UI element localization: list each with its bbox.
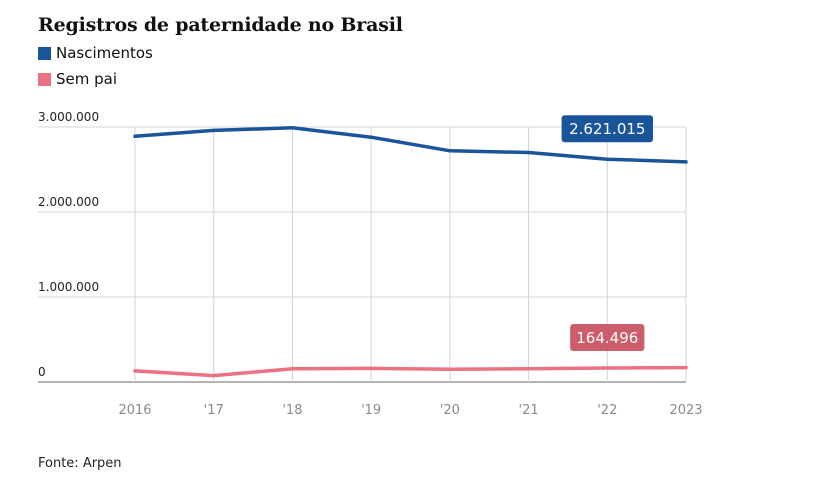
data-point-nascimentos [684, 160, 688, 164]
x-tick-label: '22 [597, 403, 617, 418]
data-point-nascimentos [212, 128, 216, 132]
data-point-sem-pai [526, 367, 531, 371]
callout-box-sem-pai [570, 324, 645, 352]
y-tick-label: 2.000.000 [38, 195, 99, 209]
x-tick-label: '19 [361, 403, 381, 418]
legend-item-sem-pai: Sem pai [38, 66, 153, 92]
legend-label-sem-pai: Sem pai [56, 70, 118, 88]
data-point-sem-pai [133, 369, 137, 373]
x-tick-label: '18 [282, 403, 302, 418]
y-tick-label: 0 [38, 365, 46, 379]
callout-box-nascimentos [561, 115, 653, 143]
series-line-nascimentos [133, 126, 688, 164]
data-point-nascimentos [369, 135, 373, 139]
data-point-sem-pai [290, 367, 295, 371]
legend-swatch-sem-pai [38, 72, 51, 86]
x-tick-label: 2023 [669, 403, 702, 418]
data-point-nascimentos [448, 149, 452, 153]
data-point-sem-pai [605, 366, 609, 370]
data-point-nascimentos [290, 126, 295, 130]
series-line-sem-pai [133, 365, 688, 378]
y-tick-label: 3.000.000 [38, 110, 99, 124]
x-tick-label: '20 [440, 403, 460, 418]
data-point-sem-pai [369, 366, 373, 370]
legend-swatch-nascimentos [38, 46, 51, 60]
legend-label-nascimentos: Nascimentos [56, 44, 153, 62]
x-tick-label: '21 [519, 403, 539, 418]
callout-label-nascimentos: 2.621.015 [569, 120, 645, 138]
data-point-sem-pai [212, 374, 216, 378]
x-tick-label: 2016 [118, 403, 151, 418]
chart-title: Registros de paternidade no Brasil [38, 14, 403, 36]
x-tick-label: '17 [204, 403, 224, 418]
data-point-nascimentos [133, 134, 137, 138]
source-note: Fonte: Arpen [38, 456, 122, 471]
data-point-sem-pai [684, 365, 688, 370]
data-point-nascimentos [526, 150, 531, 155]
data-point-nascimentos [605, 157, 609, 161]
data-point-sem-pai [448, 367, 452, 371]
legend: Nascimentos Sem pai [38, 40, 153, 92]
legend-item-nascimentos: Nascimentos [38, 40, 153, 66]
callout-label-sem-pai: 164.496 [576, 329, 638, 347]
y-tick-label: 1.000.000 [38, 280, 99, 294]
